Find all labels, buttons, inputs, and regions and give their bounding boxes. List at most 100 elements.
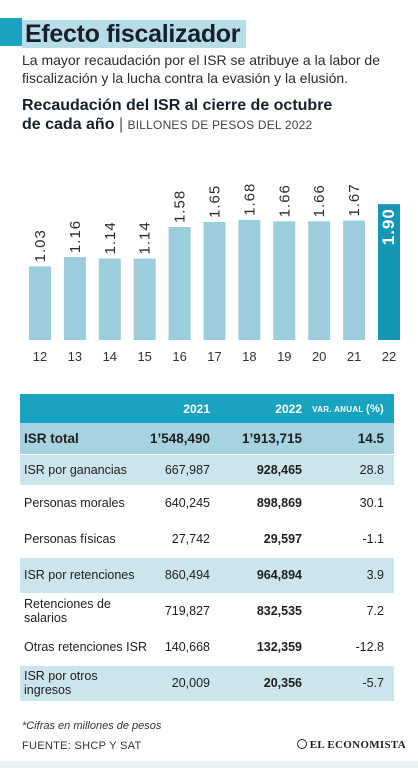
table-row: Otras retenciones ISR 140,668 132,359 -12.8: [20, 629, 394, 666]
table-header-var: VAR. ANUAL (%): [312, 394, 394, 423]
table-row: Personas físicas 27,742 29,597 -1.1: [20, 521, 394, 558]
table-header: 2021 2022 VAR. ANUAL (%): [20, 394, 394, 423]
x-tick-label-13: 13: [68, 349, 82, 364]
value-var: 28.8: [312, 454, 394, 486]
x-tick-label-22: 22: [382, 349, 396, 364]
table-body: ISR total 1’548,490 1’913,715 14.5 ISR por g…: [20, 423, 394, 702]
row-label: ISR por retenciones: [20, 557, 148, 594]
value-label-13: 1.16: [67, 220, 84, 253]
table-row: ISR total 1’548,490 1’913,715 14.5: [20, 423, 394, 455]
bar-15: [133, 258, 156, 340]
x-tick-label-15: 15: [137, 349, 151, 364]
table-row: ISR por retenciones 860,494 964,894 3.9: [20, 557, 394, 594]
table-row: Personas morales 640,245 898,869 30.1: [20, 485, 394, 522]
page-title: Efecto fiscalizador: [22, 20, 247, 48]
title-separator: |: [118, 116, 124, 133]
chart-unit: BILLONES DE PESOS DEL 2022: [127, 118, 313, 132]
value-var: -1.1: [312, 521, 394, 558]
bar-19: [273, 221, 296, 340]
bottom-rule: [0, 761, 418, 768]
value-label-12: 1.03: [32, 229, 49, 262]
value-2021: 860,494: [148, 557, 220, 594]
row-label: ISR total: [20, 423, 148, 455]
table-row: Retenciones de salarios 719,827 832,535 7.2: [20, 593, 394, 630]
value-2021: 640,245: [148, 485, 220, 522]
row-label: Personas físicas: [20, 521, 148, 558]
bar-20: [308, 221, 331, 340]
footnote: *Cifras en millones de pesos: [22, 720, 162, 732]
value-var: 30.1: [312, 485, 394, 522]
value-var: -12.8: [312, 629, 394, 666]
logo-text: EL ECONOMISTA: [309, 739, 406, 751]
value-2021: 667,987: [148, 454, 220, 486]
value-2022: 132,359: [220, 629, 312, 666]
value-2021: 27,742: [148, 521, 220, 558]
page-subtitle: La mayor recaudación por el ISR se atrib…: [22, 52, 380, 86]
value-label-19: 1.66: [276, 184, 293, 217]
value-label-14: 1.14: [102, 221, 119, 254]
x-tick-label-19: 19: [277, 349, 291, 364]
title-bar: Efecto fiscalizador: [0, 10, 418, 48]
bar-13: [63, 257, 86, 340]
table-header-blank: [20, 394, 148, 423]
x-tick-label-18: 18: [242, 349, 256, 364]
row-label: Personas morales: [20, 485, 148, 522]
bar-chart: 1.03 12 1.16 13 1.14 14 1.14 15 1.58 16 1.65 17 1.68…: [29, 183, 400, 364]
table-row: ISR por ganancias 667,987 928,465 28.8: [20, 454, 394, 486]
value-2021: 20,009: [148, 665, 220, 702]
x-tick-label-17: 17: [207, 349, 221, 364]
table-header-2022: 2022: [220, 394, 312, 423]
x-tick-label-12: 12: [33, 349, 47, 364]
row-label: ISR por ganancias: [20, 454, 148, 486]
x-tick-label-14: 14: [103, 349, 117, 364]
row-label: Otras retenciones ISR: [20, 629, 148, 666]
value-label-20: 1.66: [311, 184, 328, 217]
bar-22: [378, 204, 400, 340]
value-label-18: 1.68: [241, 183, 258, 216]
table-header-var-label: VAR. ANUAL: [312, 404, 364, 414]
value-2021: 140,668: [148, 629, 220, 666]
value-2022: 20,356: [220, 665, 312, 702]
data-table: 2021 2022 VAR. ANUAL (%) ISR total 1’548,…: [20, 394, 394, 702]
table-header-var-unit: (%): [365, 402, 384, 415]
chart-title-line2-text: de cada año: [22, 116, 115, 133]
value-var: 7.2: [312, 593, 394, 630]
value-2022: 928,465: [220, 454, 312, 486]
bar-12: [29, 266, 51, 340]
x-tick-label-16: 16: [172, 349, 186, 364]
source-text: FUENTE: SHCP Y SAT: [22, 740, 142, 752]
title-accent: [0, 18, 22, 46]
bar-17: [203, 222, 226, 340]
bar-21: [343, 220, 366, 340]
bar-18: [238, 219, 261, 340]
value-label-17: 1.65: [207, 185, 224, 218]
value-2022: 1’913,715: [220, 423, 312, 455]
value-label-16: 1.58: [172, 190, 189, 223]
x-tick-label-20: 20: [312, 349, 326, 364]
table-row: ISR por otros ingresos 20,009 20,356 -5.7: [20, 665, 394, 702]
value-label-22: 1.90: [379, 208, 398, 245]
value-var: -5.7: [312, 665, 394, 702]
row-label: Retenciones de salarios: [20, 593, 148, 630]
value-2022: 964,894: [220, 557, 312, 594]
value-2022: 832,535: [220, 593, 312, 630]
el-economista-logo: EL ECONOMISTA: [296, 739, 406, 751]
value-var: 3.9: [312, 557, 394, 594]
chart-title: Recaudación del ISR al cierre de octubre…: [22, 96, 412, 135]
value-label-21: 1.67: [346, 183, 363, 216]
row-label: ISR por otros ingresos: [20, 665, 148, 702]
x-tick-label-21: 21: [347, 349, 361, 364]
chart-title-line1: Recaudación del ISR al cierre de octubre: [22, 97, 333, 114]
chart-title-line2: de cada año | BILLONES DE PESOS DEL 2022: [22, 115, 412, 135]
value-label-15: 1.14: [137, 221, 154, 254]
bar-14: [98, 258, 121, 340]
value-var: 14.5: [312, 423, 394, 455]
value-2021: 1’548,490: [148, 423, 220, 455]
bar-16: [168, 227, 191, 340]
data-table-wrap: 2021 2022 VAR. ANUAL (%) ISR total 1’548,…: [20, 394, 394, 702]
value-2022: 898,869: [220, 485, 312, 522]
logo-mark-icon: [296, 739, 307, 749]
table-header-2021: 2021: [148, 394, 220, 423]
value-2021: 719,827: [148, 593, 220, 630]
value-2022: 29,597: [220, 521, 312, 558]
